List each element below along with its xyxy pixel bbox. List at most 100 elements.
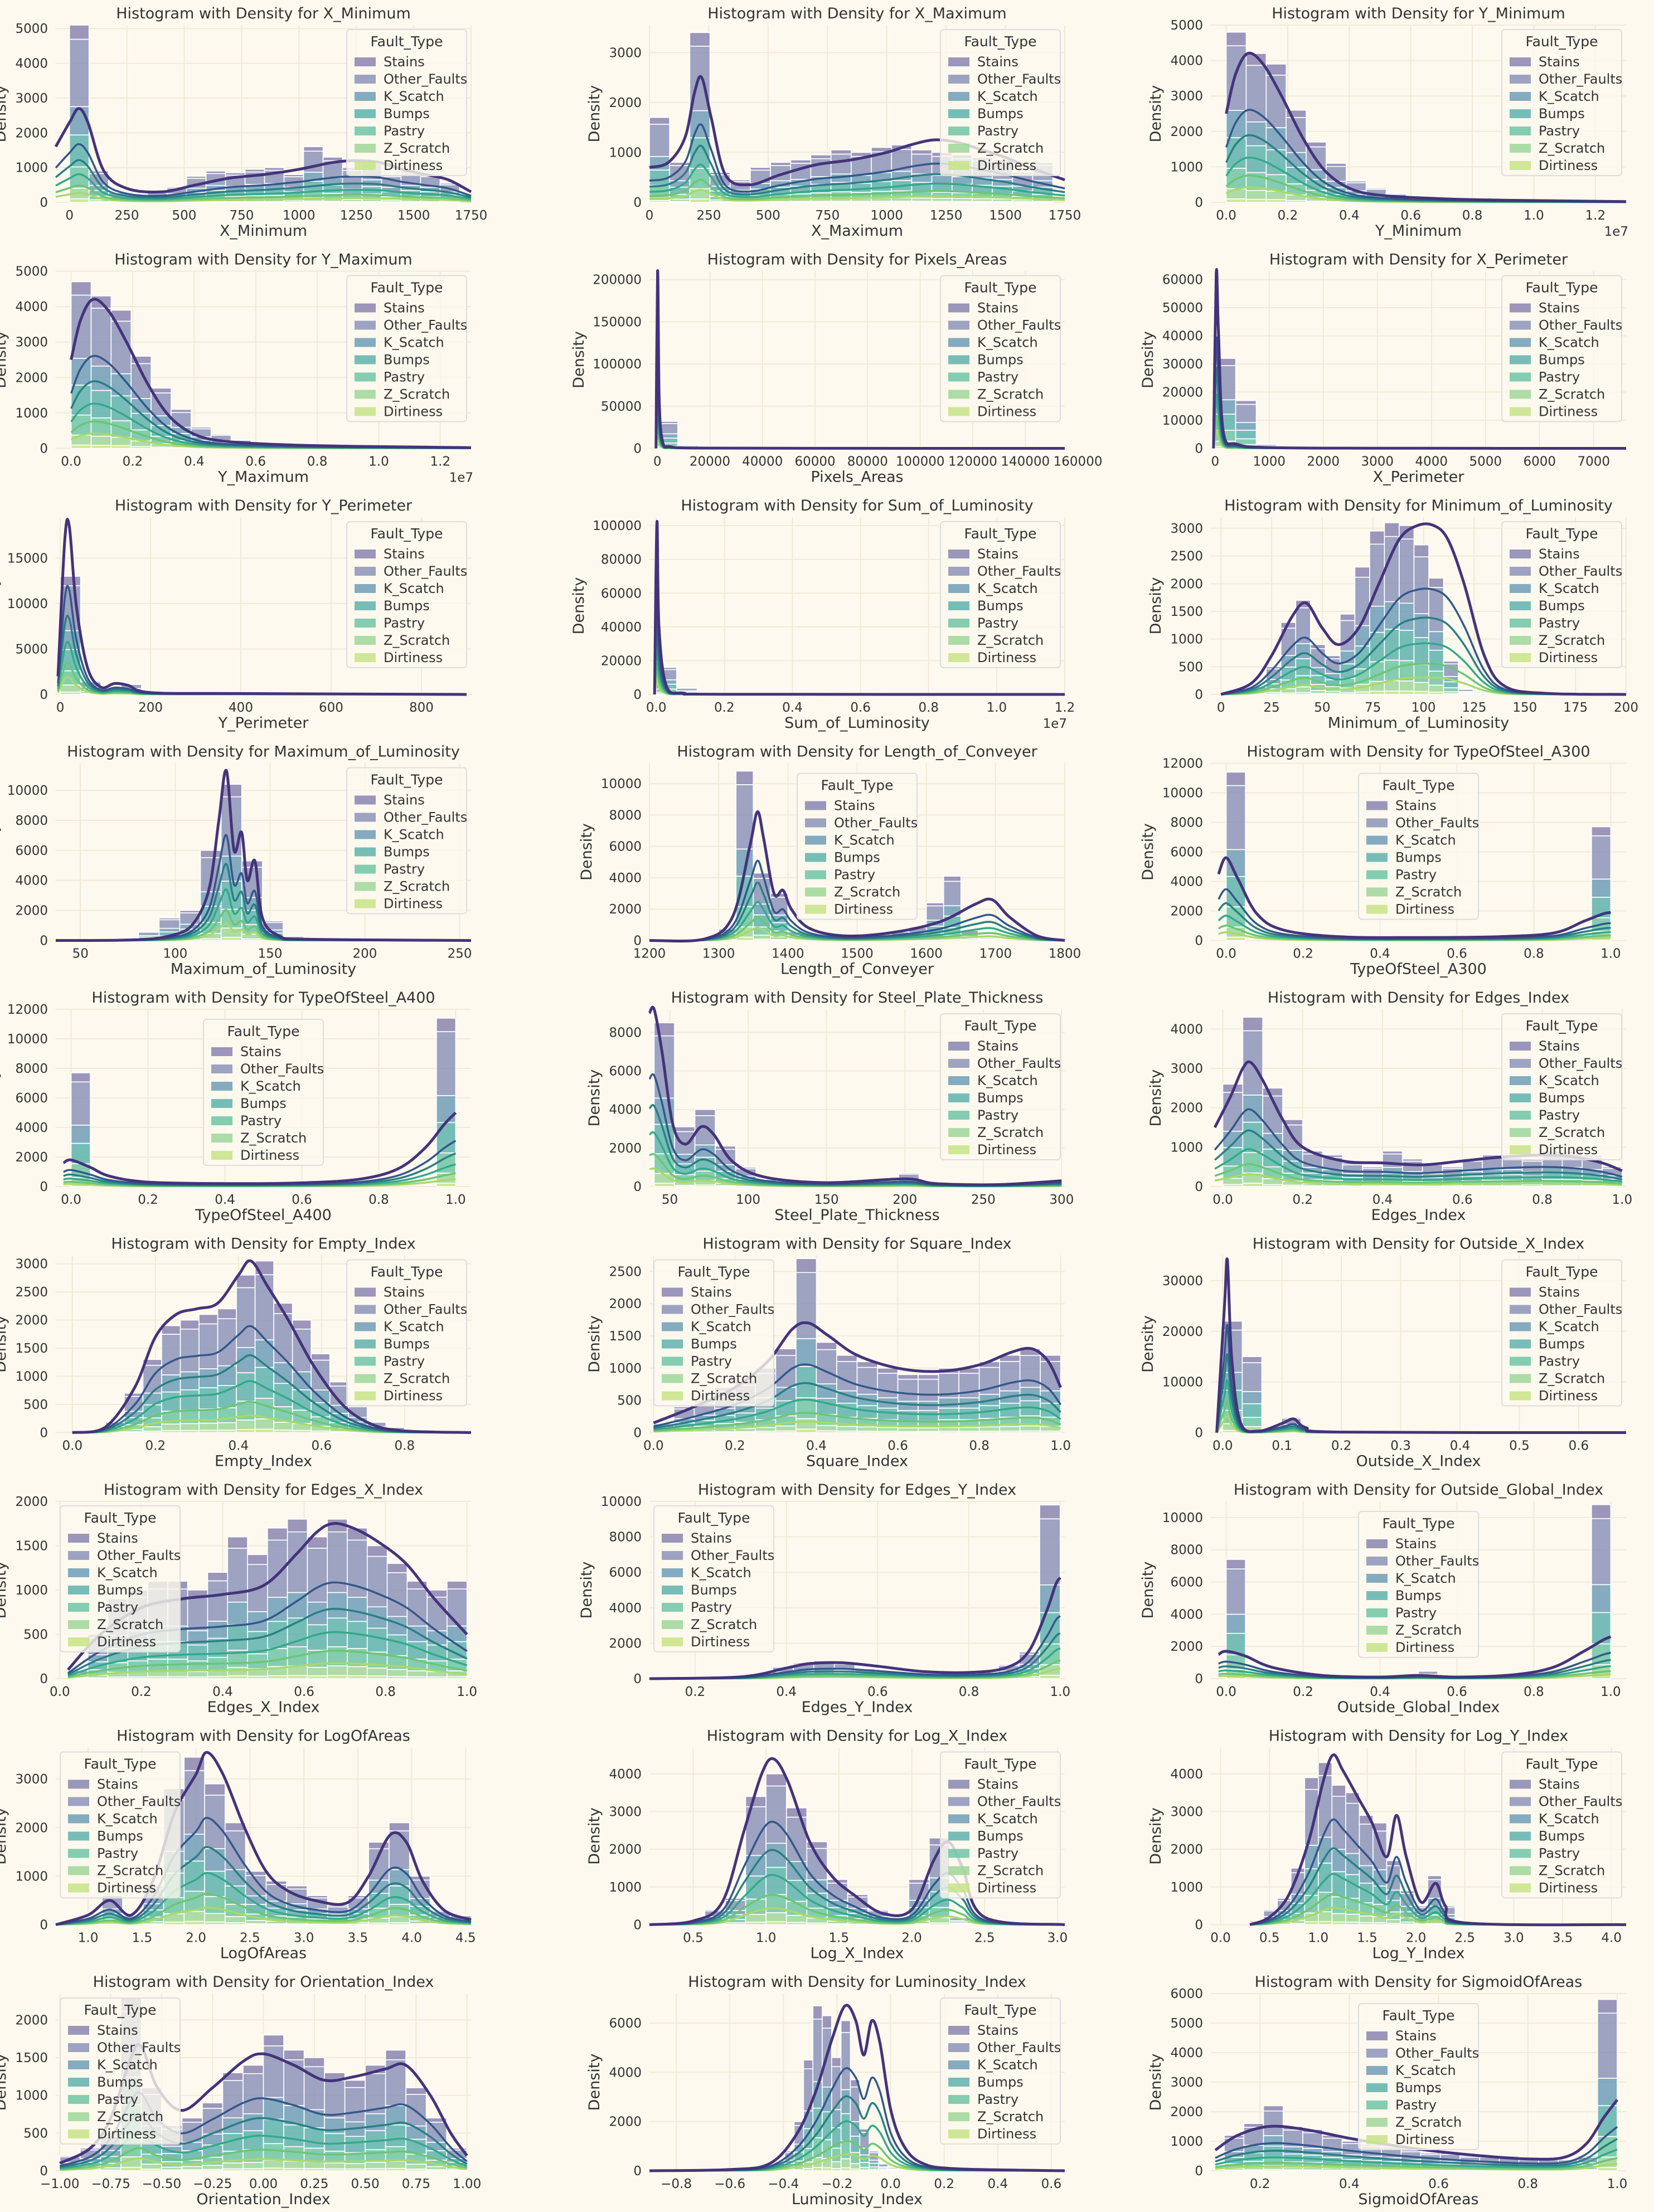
bar-stains <box>911 149 933 155</box>
bar-stains <box>205 171 226 174</box>
legend-label-stains: Stains <box>834 798 875 814</box>
y-tick-label: 4000 <box>1170 875 1203 889</box>
kde-pastry-curve <box>649 1647 1061 1680</box>
bar-k-scatch <box>840 2089 851 2114</box>
legend-swatch-k-scatch <box>805 835 826 845</box>
legend-swatch-k-scatch <box>68 2060 89 2069</box>
legend-frame <box>940 521 1061 668</box>
legend-swatch-dirtiness <box>1510 407 1531 416</box>
legend-swatch-z-scratch <box>1510 636 1531 645</box>
legend-label-other-faults: Other_Faults <box>97 1548 181 1563</box>
x-tick-label: 2.0 <box>901 1931 922 1946</box>
legend-label-dirtiness: Dirtiness <box>691 1388 750 1404</box>
legend-label-other-faults: Other_Faults <box>1395 1553 1479 1569</box>
x-tick-label: 0.2 <box>714 701 735 715</box>
bar-k-scatch <box>227 1601 248 1626</box>
kde-total-curve <box>1212 268 1627 450</box>
y-tick-label: 2500 <box>15 1285 48 1300</box>
legend-label-z-scratch: Z_Scratch <box>384 1371 450 1387</box>
x-tick-label: 1000 <box>283 208 316 223</box>
kde-z-scratch-curve <box>67 1650 468 1678</box>
x-tick-label: 0.4 <box>1339 2177 1360 2191</box>
legend-label-pastry: Pastry <box>977 1107 1018 1123</box>
bar-stains <box>765 1773 787 1787</box>
legend-swatch-dirtiness <box>1366 905 1388 914</box>
legend-swatch-other-faults <box>68 1797 89 1806</box>
x-tick-label: 6000 <box>1524 455 1556 469</box>
bar-stains <box>267 1527 288 1541</box>
legend-swatch-k-scatch <box>1366 1574 1388 1583</box>
x-tick-label: 1.0 <box>1308 1931 1329 1946</box>
bar-bumps <box>1263 2145 1284 2158</box>
kde-pastry-curve <box>1221 642 1627 696</box>
bar-other-faults <box>925 905 944 921</box>
legend-swatch-k-scatch <box>1510 338 1531 347</box>
legend-label-other-faults: Other_Faults <box>97 2040 181 2055</box>
y-axis-label: Density <box>586 1315 603 1373</box>
legend-swatch-stains <box>1510 303 1531 313</box>
bar-stains <box>1241 1356 1263 1363</box>
kde-k-scatch-curve <box>55 143 472 197</box>
y-tick-label: 6000 <box>15 844 48 858</box>
y-tick-label: 40000 <box>601 620 642 635</box>
bar-z-scratch <box>180 1423 200 1431</box>
bar-stains <box>735 1166 756 1170</box>
legend-swatch-bumps <box>211 1099 232 1108</box>
legend-label-other-faults: Other_Faults <box>977 1056 1061 1071</box>
chart-title: Histogram with Density for Log_X_Index <box>707 1728 1008 1745</box>
chart-outside_x_index: Histogram with Density for Outside_X_Ind… <box>1139 1236 1627 1470</box>
x-tick-label: 1250 <box>930 208 963 223</box>
y-tick-label: 1000 <box>15 406 48 421</box>
bar-z-scratch <box>225 1916 246 1923</box>
bar-z-scratch <box>263 2159 284 2169</box>
bar-stains <box>918 1374 939 1380</box>
bar-other-faults <box>840 2032 851 2091</box>
legend-label-other-faults: Other_Faults <box>384 1302 467 1318</box>
bar-stains <box>806 1841 828 1849</box>
kde-bumps-curve <box>649 1632 1061 1680</box>
bar-stains <box>287 1519 308 1533</box>
y-tick-label: 0 <box>1195 1918 1203 1933</box>
kde-pastry-curve <box>67 1631 468 1677</box>
y-tick-label: 8000 <box>609 1025 642 1040</box>
legend-frame <box>60 1751 181 1899</box>
bar-k-scatch <box>425 2142 447 2151</box>
legend-title: Fault_Type <box>1526 280 1598 296</box>
x-tick-label: 0.5 <box>683 1931 704 1946</box>
legend: Fault_Type Stains Other_Faults K_ScatchBump… <box>346 767 467 915</box>
y-tick-label: 1500 <box>15 2051 48 2065</box>
x-tick-label: 1.0 <box>1607 2177 1628 2191</box>
bar-stains <box>171 409 192 413</box>
legend-label-pastry: Pastry <box>977 123 1018 139</box>
legend-frame <box>1501 1259 1622 1407</box>
x-tick-label: 0.0 <box>1212 1439 1233 1453</box>
bar-stains <box>70 1072 91 1083</box>
x-tick-label: 200 <box>353 947 377 961</box>
legend-swatch-pastry <box>948 372 969 382</box>
chart-title: Histogram with Density for Luminosity_In… <box>688 1973 1026 1991</box>
bar-k-scatch <box>180 1371 200 1391</box>
legend-swatch-other-faults <box>1510 75 1531 84</box>
legend-swatch-z-scratch <box>1510 390 1531 399</box>
bar-bumps <box>303 2127 325 2149</box>
legend-swatch-other-faults <box>1510 320 1531 330</box>
bar-other-faults <box>830 153 852 175</box>
bar-stains <box>60 576 81 586</box>
bar-z-scratch <box>198 1422 219 1431</box>
bar-stains <box>179 910 201 913</box>
y-tick-label: 1000 <box>1170 633 1203 647</box>
bar-stains <box>181 2117 203 2123</box>
x-tick-label: 1500 <box>989 208 1022 223</box>
bar-other-faults <box>816 1349 837 1384</box>
legend-label-bumps: Bumps <box>97 1582 143 1598</box>
y-tick-label: 2000 <box>15 371 48 385</box>
legend-swatch-z-scratch <box>355 882 376 891</box>
y-tick-label: 50000 <box>1162 301 1203 315</box>
y-tick-label: 1000 <box>1170 160 1203 174</box>
chart-outside_global_index: Histogram with Density for Outside_Globa… <box>1139 1481 1626 1716</box>
legend-label-other-faults: Other_Faults <box>97 1794 181 1810</box>
legend: Fault_Type Stains Other_Faults K_ScatchBump… <box>346 275 467 422</box>
bar-other-faults <box>324 2080 346 2118</box>
chart-edges_y_index: Histogram with Density for Edges_Y_Index… <box>578 1481 1070 1716</box>
legend-swatch-pastry <box>1510 619 1531 628</box>
